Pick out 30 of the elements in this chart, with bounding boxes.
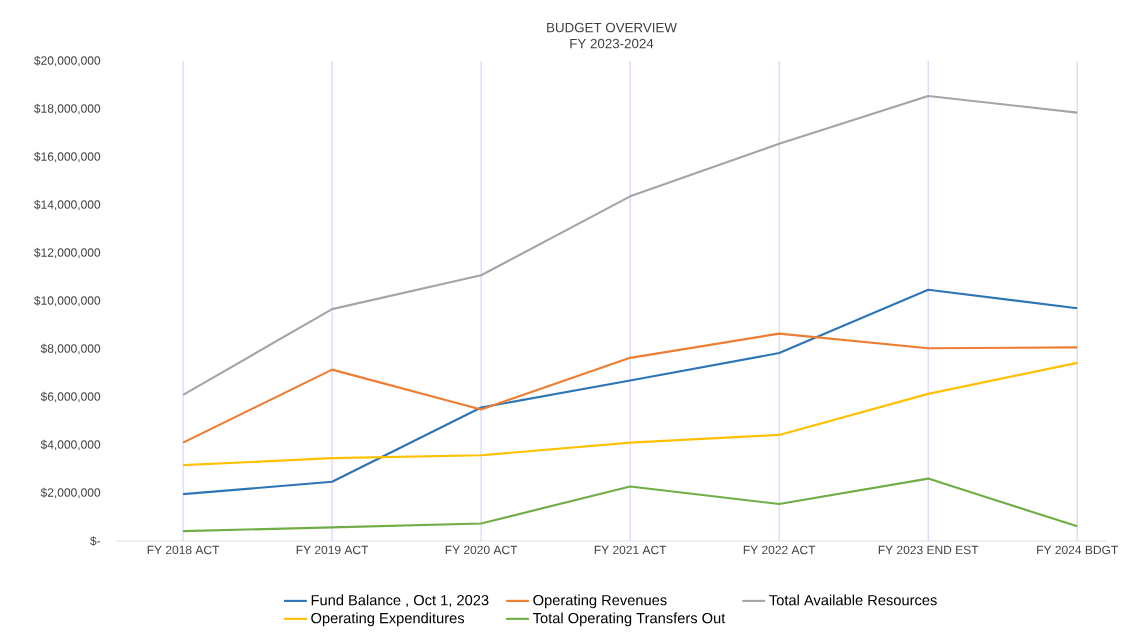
legend-label: Operating Expenditures [311,612,465,627]
x-tick-label: FY 2019 ACT [296,545,369,555]
y-tick-label: $20,000,000 [34,55,101,67]
y-tick-label: $6,000,000 [40,391,101,403]
legend-label: Total Available Resources [769,594,937,606]
line-series [182,288,1079,496]
x-tick-label: FY 2022 ACT [743,545,816,555]
line-series [182,361,1079,467]
legend-label: Fund Balance , Oct 1, 2023 [311,594,489,608]
y-tick-label: $12,000,000 [34,247,101,259]
x-tick-label: FY 2020 ACT [445,545,518,555]
legend-label: Total Operating Transfers Out [533,612,726,627]
legend-label: Operating Revenues [533,594,667,609]
y-tick-label: $8,000,000 [40,343,101,355]
y-tick-label: $14,000,000 [34,199,101,211]
x-tick-label: FY 2021 ACT [594,545,667,555]
y-tick-label: $4,000,000 [40,439,101,451]
y-tick-label: $- [90,536,101,546]
chart-title: BUDGET OVERVIEW [547,22,677,33]
y-tick-label: $18,000,000 [34,103,101,115]
y-tick-label: $10,000,000 [34,295,101,307]
x-tick-label: FY 2018 ACT [147,545,220,555]
x-tick-label: FY 2023 END EST [878,545,979,555]
line-series [182,332,1079,444]
y-tick-label: $2,000,000 [40,487,101,499]
line-series [182,94,1079,396]
line-series [182,477,1079,533]
chart-subtitle: FY 2023-2024 [570,38,654,49]
y-tick-label: $16,000,000 [34,151,101,163]
x-tick-label: FY 2024 BDGT [1037,545,1118,555]
